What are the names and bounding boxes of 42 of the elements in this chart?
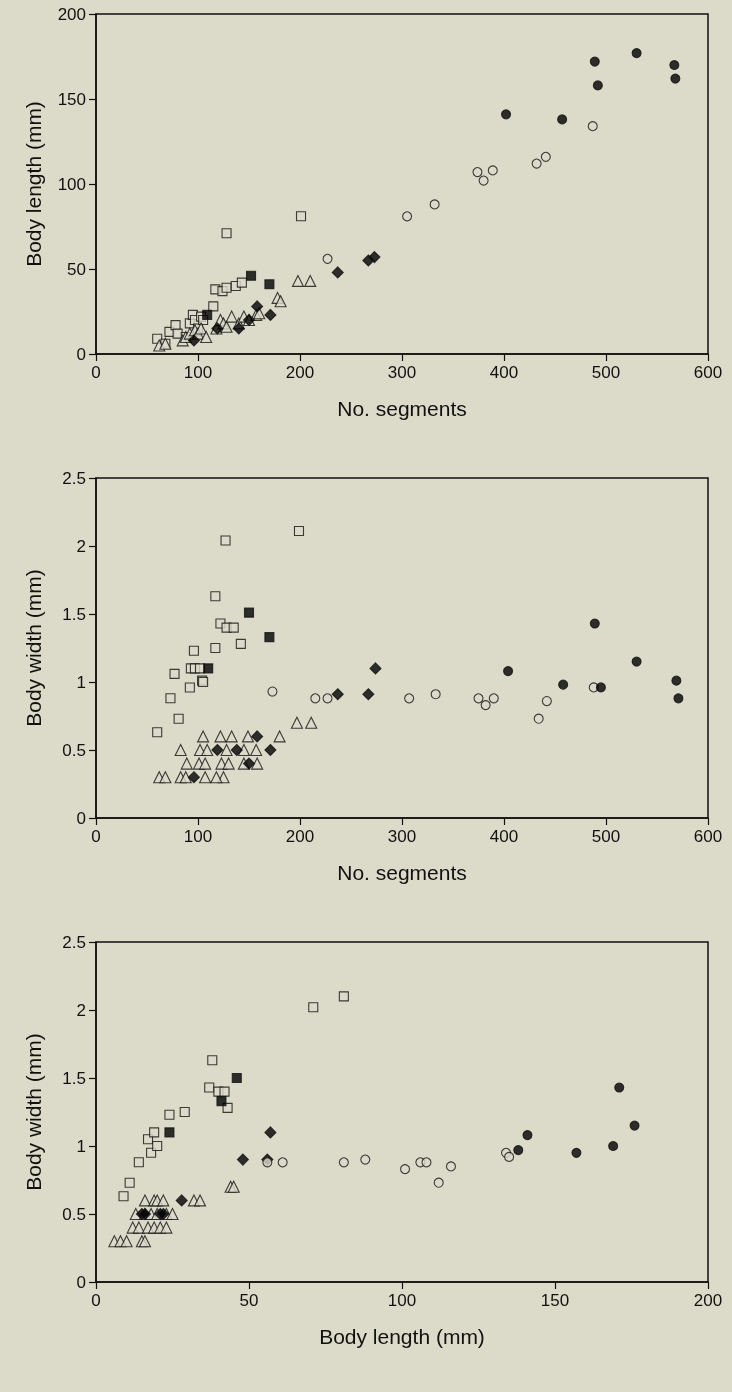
x-tick-label: 500 [591, 827, 621, 846]
y-tick-label: 0.5 [62, 1204, 86, 1224]
y-tick-label: 0 [76, 344, 86, 364]
y-tick-label: 1 [76, 672, 86, 692]
x-tick-label: 100 [387, 1291, 417, 1310]
x-tick-label: 50 [239, 1291, 259, 1310]
x-tick-label: 100 [183, 827, 213, 846]
y-tick-label: 1.5 [62, 1068, 86, 1088]
x-tick-label: 100 [183, 363, 213, 382]
y-tick-label: 0 [76, 808, 86, 828]
x-tick-label: 500 [591, 363, 621, 382]
x-axis-title: Body length (mm) [319, 1325, 485, 1348]
y-tick-label: 2.5 [62, 932, 86, 952]
x-tick-label: 300 [387, 363, 417, 382]
y-tick-label: 2 [76, 1000, 86, 1020]
x-tick-label: 0 [91, 363, 101, 382]
y-tick-label: 1.5 [62, 604, 86, 624]
x-tick-label: 400 [489, 363, 519, 382]
y-axis-title: Body width (mm) [22, 1033, 45, 1191]
y-tick-label: 1 [76, 1136, 86, 1156]
x-tick-label: 200 [285, 827, 315, 846]
y-tick-label: 100 [57, 174, 86, 194]
x-tick-label: 200 [693, 1291, 723, 1310]
y-tick-label: 200 [57, 4, 86, 24]
y-tick-label: 150 [57, 89, 86, 109]
y-tick-label: 2 [76, 536, 86, 556]
x-tick-label: 200 [285, 363, 315, 382]
y-tick-label: 0 [76, 1272, 86, 1292]
y-axis-title: Body length (mm) [22, 101, 45, 267]
y-tick-label: 50 [67, 259, 86, 279]
y-tick-label: 2.5 [62, 468, 86, 488]
x-axis-title: No. segments [337, 861, 467, 884]
y-axis-title: Body width (mm) [22, 569, 45, 727]
x-tick-label: 600 [693, 363, 723, 382]
x-tick-label: 300 [387, 827, 417, 846]
x-tick-label: 150 [540, 1291, 570, 1310]
x-tick-label: 400 [489, 827, 519, 846]
x-tick-label: 600 [693, 827, 723, 846]
y-tick-label: 0.5 [62, 740, 86, 760]
x-tick-label: 0 [91, 827, 101, 846]
x-axis-title: No. segments [337, 397, 467, 420]
x-tick-label: 0 [91, 1291, 101, 1310]
